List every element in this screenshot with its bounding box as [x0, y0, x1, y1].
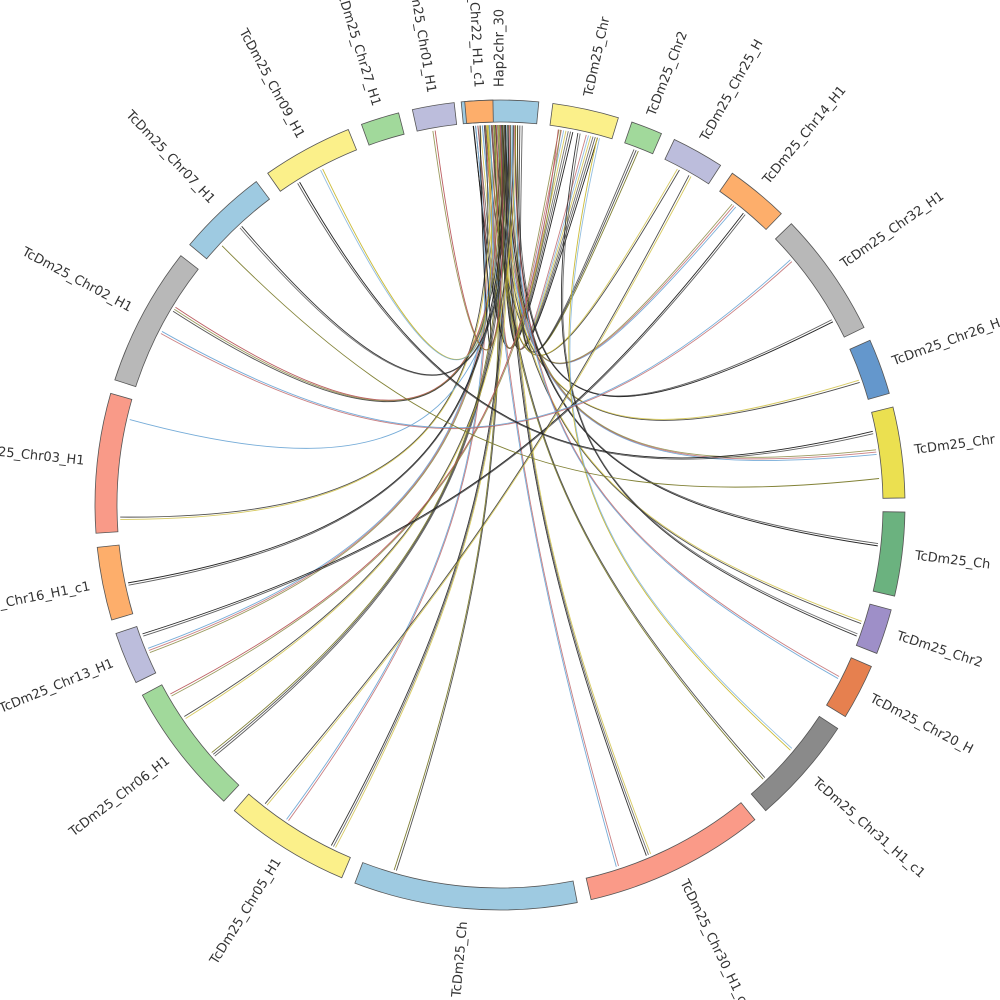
segment-tcdm25-chr14-h1 — [719, 172, 782, 231]
segment-label-tcdm25-chr16-h1-c1: TcDm25_Chr16_H1_c1 — [0, 579, 91, 622]
link-ribbon-9-1 — [497, 124, 862, 622]
segment-label-tcdm25-ch-big: TcDm25_Ch — [449, 921, 471, 999]
link-ribbon-27-0 — [473, 125, 492, 349]
segment-tcdm25-chr — [549, 103, 619, 140]
link-ribbon-30-1 — [171, 129, 562, 697]
segment-label-tcdm25-chr13-h1: TcDm25_Chr13_H1 — [0, 656, 116, 717]
link-ribbon-12-0 — [502, 124, 647, 856]
link-ribbon-10-0 — [511, 125, 839, 679]
link-ribbon-25-1 — [320, 125, 494, 361]
segment-label-tcdm25-chr20-h: TcDm25_Chr20_H — [866, 691, 975, 757]
link-ribbon-20-0 — [127, 124, 504, 584]
link-ribbon-28-1 — [562, 133, 858, 635]
link-ribbon-32-1 — [266, 176, 692, 806]
segment-tcdm25-chr16-h1-c1 — [96, 544, 134, 621]
segment-tcdm25-chr31-h1-c1 — [750, 715, 839, 812]
segment-label-tcdm25-chr-a: TcDm25_Chr — [912, 432, 996, 458]
segment-tcdm25-chr02-h1 — [114, 255, 199, 388]
segment-tcdm25-chr20-h — [826, 657, 872, 718]
segment-tcdm25-chr06-h1 — [141, 684, 240, 802]
link-ribbon-24-1 — [239, 125, 511, 376]
segment-label-tcdm25-chr14-h1: TcDm25_Chr14_H1 — [759, 83, 849, 188]
link-ribbon-35-0 — [299, 181, 873, 459]
link-ribbon-17-0 — [211, 124, 502, 753]
segment-tcdm25-ch — [872, 511, 906, 597]
link-ribbon-29-0 — [568, 137, 791, 751]
link-ribbon-24-0 — [241, 125, 509, 376]
segment-tcdm25-ch-big — [354, 862, 578, 911]
segment-tcdm25-chr2 — [624, 121, 663, 155]
segment-tcdm25-chr07-h1 — [189, 180, 271, 260]
segment-tcdm25-chr-a — [871, 406, 906, 499]
link-ribbon-0-6 — [486, 125, 560, 349]
link-ribbon-10-1 — [513, 125, 840, 677]
segment-tcdm25-chr25-h — [664, 138, 722, 185]
link-ribbon-21-0 — [120, 125, 489, 518]
segment-label-tcdm25-chr26-h: TcDm25_Chr26_H — [889, 316, 1000, 369]
link-ribbon-30-0 — [170, 129, 559, 695]
segment-label-tcdm25-chr03-h1: TcDm25_Chr03_H1 — [0, 441, 85, 469]
link-ribbon-23-2 — [172, 124, 503, 403]
segment-tcdm25-chr2-b — [855, 603, 892, 654]
segment-tcdm25-chr13-h1 — [115, 626, 157, 684]
link-ribbon-18-1 — [185, 125, 517, 719]
link-ribbon-35-1 — [297, 183, 874, 460]
link-ribbon-8-0 — [505, 125, 878, 547]
link-ribbon-34-0 — [221, 245, 880, 488]
segment-label-tcdm25-chr02-h1: TcDm25_Chr02_H1 — [18, 244, 134, 315]
link-ribbon-28-0 — [560, 132, 857, 637]
link-ribbon-31-1 — [143, 214, 746, 637]
segment-label-tcdm25-chr2: TcDm25_Chr2 — [644, 29, 691, 119]
link-ribbon-32-0 — [264, 175, 690, 805]
link-ribbon-16-0 — [286, 125, 486, 820]
link-ribbon-21-1 — [120, 125, 491, 520]
segment-tcdm25-chr09-h1 — [267, 128, 358, 192]
segment-tcdm25-chr27-h1 — [360, 112, 405, 146]
link-ribbon-33-1 — [160, 261, 793, 430]
segment-label-hap2chr-30: Hap2chr_30 — [493, 9, 508, 87]
segment-label-tcdm25-chr32-h1: TcDm25_Chr32_H1 — [837, 189, 947, 272]
segment-label-tcdm25-chr31-h1-c1: TcDm25_Chr31_H1_c1 — [809, 774, 928, 881]
link-ribbon-19-2 — [149, 125, 497, 653]
link-ribbon-18-0 — [184, 125, 514, 717]
link-ribbon-25-0 — [322, 125, 492, 360]
link-ribbon-16-1 — [288, 125, 487, 821]
link-ribbon-15-0 — [330, 125, 507, 846]
segment-label-tcdm25-chr25-h: TcDm25_Chr25_H — [697, 37, 766, 145]
link-ribbon-12-2 — [507, 125, 652, 855]
segment-label-tcdm25-chr: TcDm25_Chr — [581, 15, 613, 99]
link-ribbon-31-0 — [142, 212, 744, 635]
segment-tcdm25-chr26-h — [849, 339, 890, 400]
segment-tcdm25-chr05-h1 — [233, 793, 351, 879]
link-ribbon-23-1 — [174, 124, 501, 402]
segment-tcdm25-chr03-h1 — [94, 392, 133, 534]
chromosome-segments — [94, 99, 906, 911]
segment-label-tcdm25-chr30-h1-c1: TcDm25_Chr30_H1_c1 — [676, 877, 753, 1000]
link-ribbon-17-2 — [214, 125, 506, 757]
segment-label-tcdm25-chr09-h1: TcDm25_Chr09_H1 — [235, 26, 307, 142]
link-ribbons — [120, 124, 880, 871]
segment-label-tcdm25-chr01-h1: TcDm25_Chr01_H1 — [403, 0, 438, 94]
segment-label-tcdm25-chr2-b: TcDm25_Chr2 — [894, 628, 985, 671]
link-ribbon-17-1 — [212, 124, 504, 755]
segment-label-tcdm25-chr06-h1: TcDm25_Chr06_H1 — [66, 754, 173, 841]
link-ribbon-29-1 — [569, 138, 793, 749]
segment-label-tcdm25-chr22-h1-c1: TcDm25_Chr22_H1_c1 — [463, 0, 486, 88]
segment-tcdm25-chr01-h1 — [411, 102, 458, 132]
segment-label-tcdm25-chr07-h1: TcDm25_Chr07_H1 — [122, 107, 218, 207]
segment-tcdm25-chr32-h1 — [774, 223, 865, 338]
link-ribbon-8-1 — [507, 125, 879, 545]
link-ribbon-15-1 — [333, 125, 509, 847]
segment-label-tcdm25-chr05-h1: TcDm25_Chr05_H1 — [207, 856, 285, 969]
link-ribbon-33-0 — [161, 259, 791, 429]
segment-label-tcdm25-ch: TcDm25_Ch — [913, 548, 991, 572]
link-ribbon-23-0 — [175, 124, 499, 401]
segment-label-tcdm25-chr27-h1: TcDm25_Chr27_H1 — [332, 0, 383, 108]
segment-tcdm25-chr22-h1-c1 — [464, 99, 494, 124]
link-ribbon-26-1 — [432, 124, 505, 351]
segment-tcdm25-chr30-h1-c1 — [585, 802, 756, 901]
